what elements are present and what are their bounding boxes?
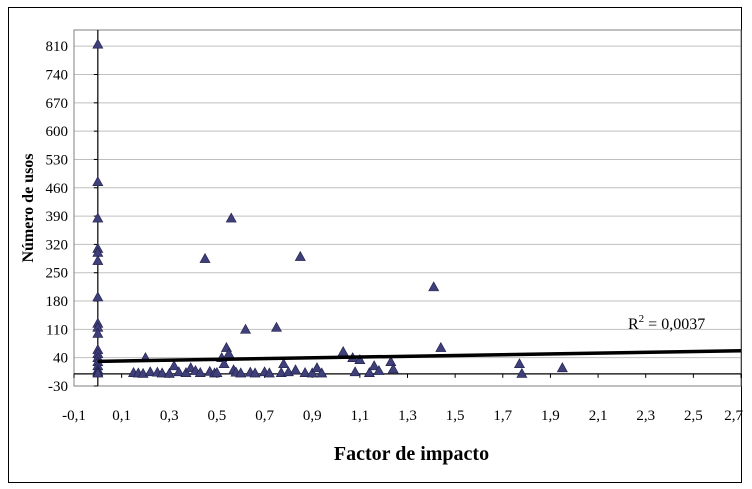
data-point [368, 360, 380, 371]
x-tick-label: 1,1 [350, 408, 369, 424]
data-point [168, 360, 180, 371]
x-tick-label: 2,5 [684, 408, 703, 424]
y-tick-label: 810 [46, 39, 69, 55]
data-point [249, 367, 261, 378]
data-point [199, 252, 211, 263]
data-point [92, 254, 104, 265]
data-point [290, 364, 302, 375]
y-tick-label: 250 [46, 266, 69, 282]
data-point [428, 281, 440, 292]
data-points [92, 38, 568, 378]
y-tick-label: 40 [53, 351, 68, 367]
chart-frame [8, 7, 742, 483]
data-point [211, 367, 223, 377]
y-tick-label: 670 [46, 96, 69, 112]
data-point [516, 367, 528, 378]
data-point [278, 358, 290, 369]
data-point [263, 367, 275, 378]
x-tick-label: 1,5 [446, 408, 465, 424]
y-tick-label: 390 [46, 209, 69, 225]
data-point [270, 321, 282, 332]
data-point [513, 358, 525, 369]
data-point [156, 367, 168, 378]
data-point [373, 365, 385, 375]
x-tick-label: 0,9 [303, 408, 322, 424]
data-point [194, 367, 206, 377]
x-tick-label: 0,5 [208, 408, 227, 424]
x-tick-label: 1,9 [541, 408, 560, 424]
data-point [92, 176, 104, 187]
data-point [92, 327, 104, 338]
x-tick-label: 2,7 [724, 408, 743, 424]
x-tick-label: 0,7 [255, 408, 274, 424]
y-tick-labels: 810 740 670 600 530 460 390 320 250 180 110 40 -30 [46, 39, 69, 395]
x-tick-label: 1,3 [398, 408, 417, 424]
y-tick-label: 180 [46, 294, 69, 310]
trendline [97, 349, 742, 364]
gridlines [74, 45, 741, 387]
data-point [337, 345, 349, 356]
data-point [385, 356, 397, 367]
x-tick-label: 2,3 [636, 408, 655, 424]
x-tick-labels: -0,1 0,1 0,3 0,5 0,7 0,9 1,1 1,3 1,5 1,7 1,9 2,1 2,3… [62, 408, 743, 424]
r2-base: R [628, 316, 639, 333]
data-point [311, 362, 323, 373]
data-point [387, 363, 399, 374]
data-point [225, 212, 237, 223]
data-point [92, 291, 104, 302]
data-point [349, 366, 361, 377]
data-point [556, 362, 568, 373]
data-point [92, 212, 104, 223]
data-point [92, 38, 104, 49]
y-tick-label: 530 [46, 152, 69, 168]
r-squared-annotation: R2 = 0,0037 [628, 313, 705, 333]
data-point [173, 366, 185, 377]
axes [73, 30, 742, 387]
data-point [163, 367, 175, 378]
y-tick-label: 460 [46, 181, 69, 197]
y-tick-label: 110 [46, 322, 68, 338]
data-point [144, 366, 156, 377]
r2-value: = 0,0037 [644, 316, 705, 333]
data-point [275, 367, 287, 377]
x-tick-label: 1,7 [493, 408, 512, 424]
data-point [435, 341, 447, 352]
x-axis-title: Factor de impacto [334, 443, 489, 465]
data-point [92, 367, 104, 378]
y-tick-label: 600 [46, 124, 69, 140]
data-point [354, 354, 366, 365]
data-point [240, 323, 252, 334]
data-point [218, 358, 230, 369]
data-point [235, 367, 247, 378]
x-tick-label: 2,1 [589, 408, 608, 424]
data-point [299, 367, 311, 377]
y-tick-label: 740 [46, 68, 69, 84]
data-point [316, 367, 328, 378]
y-axis-title: Número de usos [20, 153, 37, 262]
y-tick-label: 320 [46, 237, 69, 253]
data-point [363, 367, 375, 377]
x-tick-label: -0,1 [62, 408, 86, 424]
x-tick-label: 0,3 [160, 408, 179, 424]
data-point [294, 250, 306, 261]
x-tick-label: 0,1 [112, 408, 131, 424]
data-point [180, 367, 192, 377]
plot-area [73, 29, 742, 387]
data-point [306, 367, 318, 378]
y-tick-label: -30 [48, 379, 68, 395]
r2-superscript: 2 [639, 313, 645, 325]
